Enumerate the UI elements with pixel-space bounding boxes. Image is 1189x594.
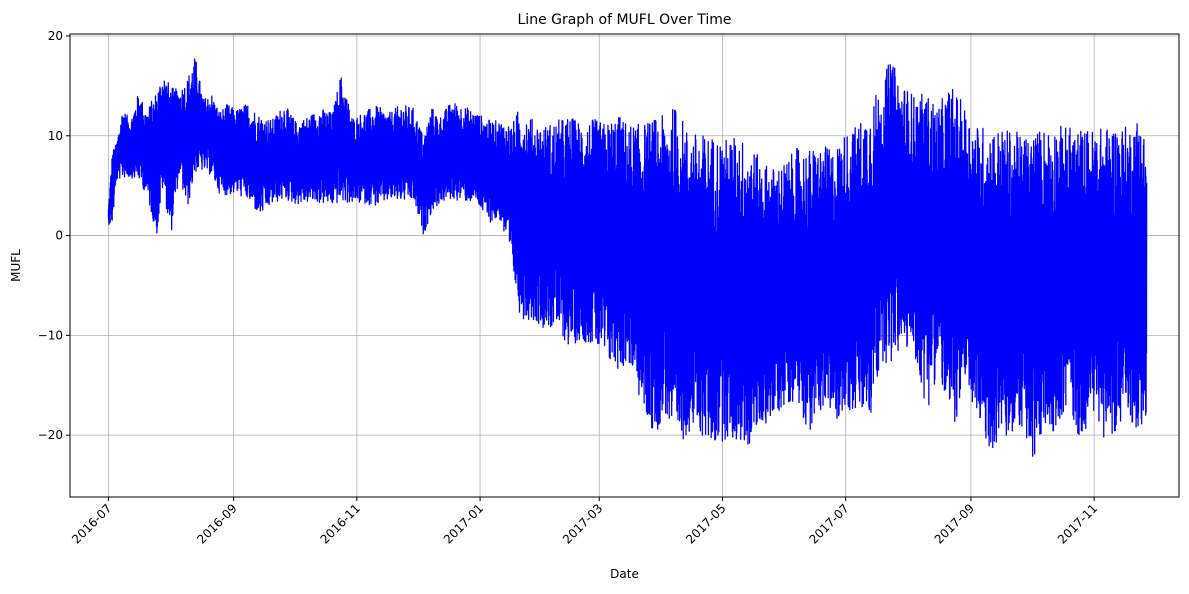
y-axis-title: MUFL bbox=[9, 249, 23, 282]
series-line-0 bbox=[107, 58, 1148, 457]
series-layer bbox=[107, 58, 1148, 457]
y-tick-label: 20 bbox=[48, 29, 63, 43]
y-tick-label: 0 bbox=[55, 229, 63, 243]
y-tick-label: 10 bbox=[48, 129, 63, 143]
plot-frame bbox=[69, 33, 1180, 498]
y-tick-label: −20 bbox=[38, 428, 63, 442]
y-tick-label: −10 bbox=[38, 328, 63, 342]
chart-title: Line Graph of MUFL Over Time bbox=[518, 12, 732, 28]
x-axis-title: Date bbox=[610, 567, 639, 581]
